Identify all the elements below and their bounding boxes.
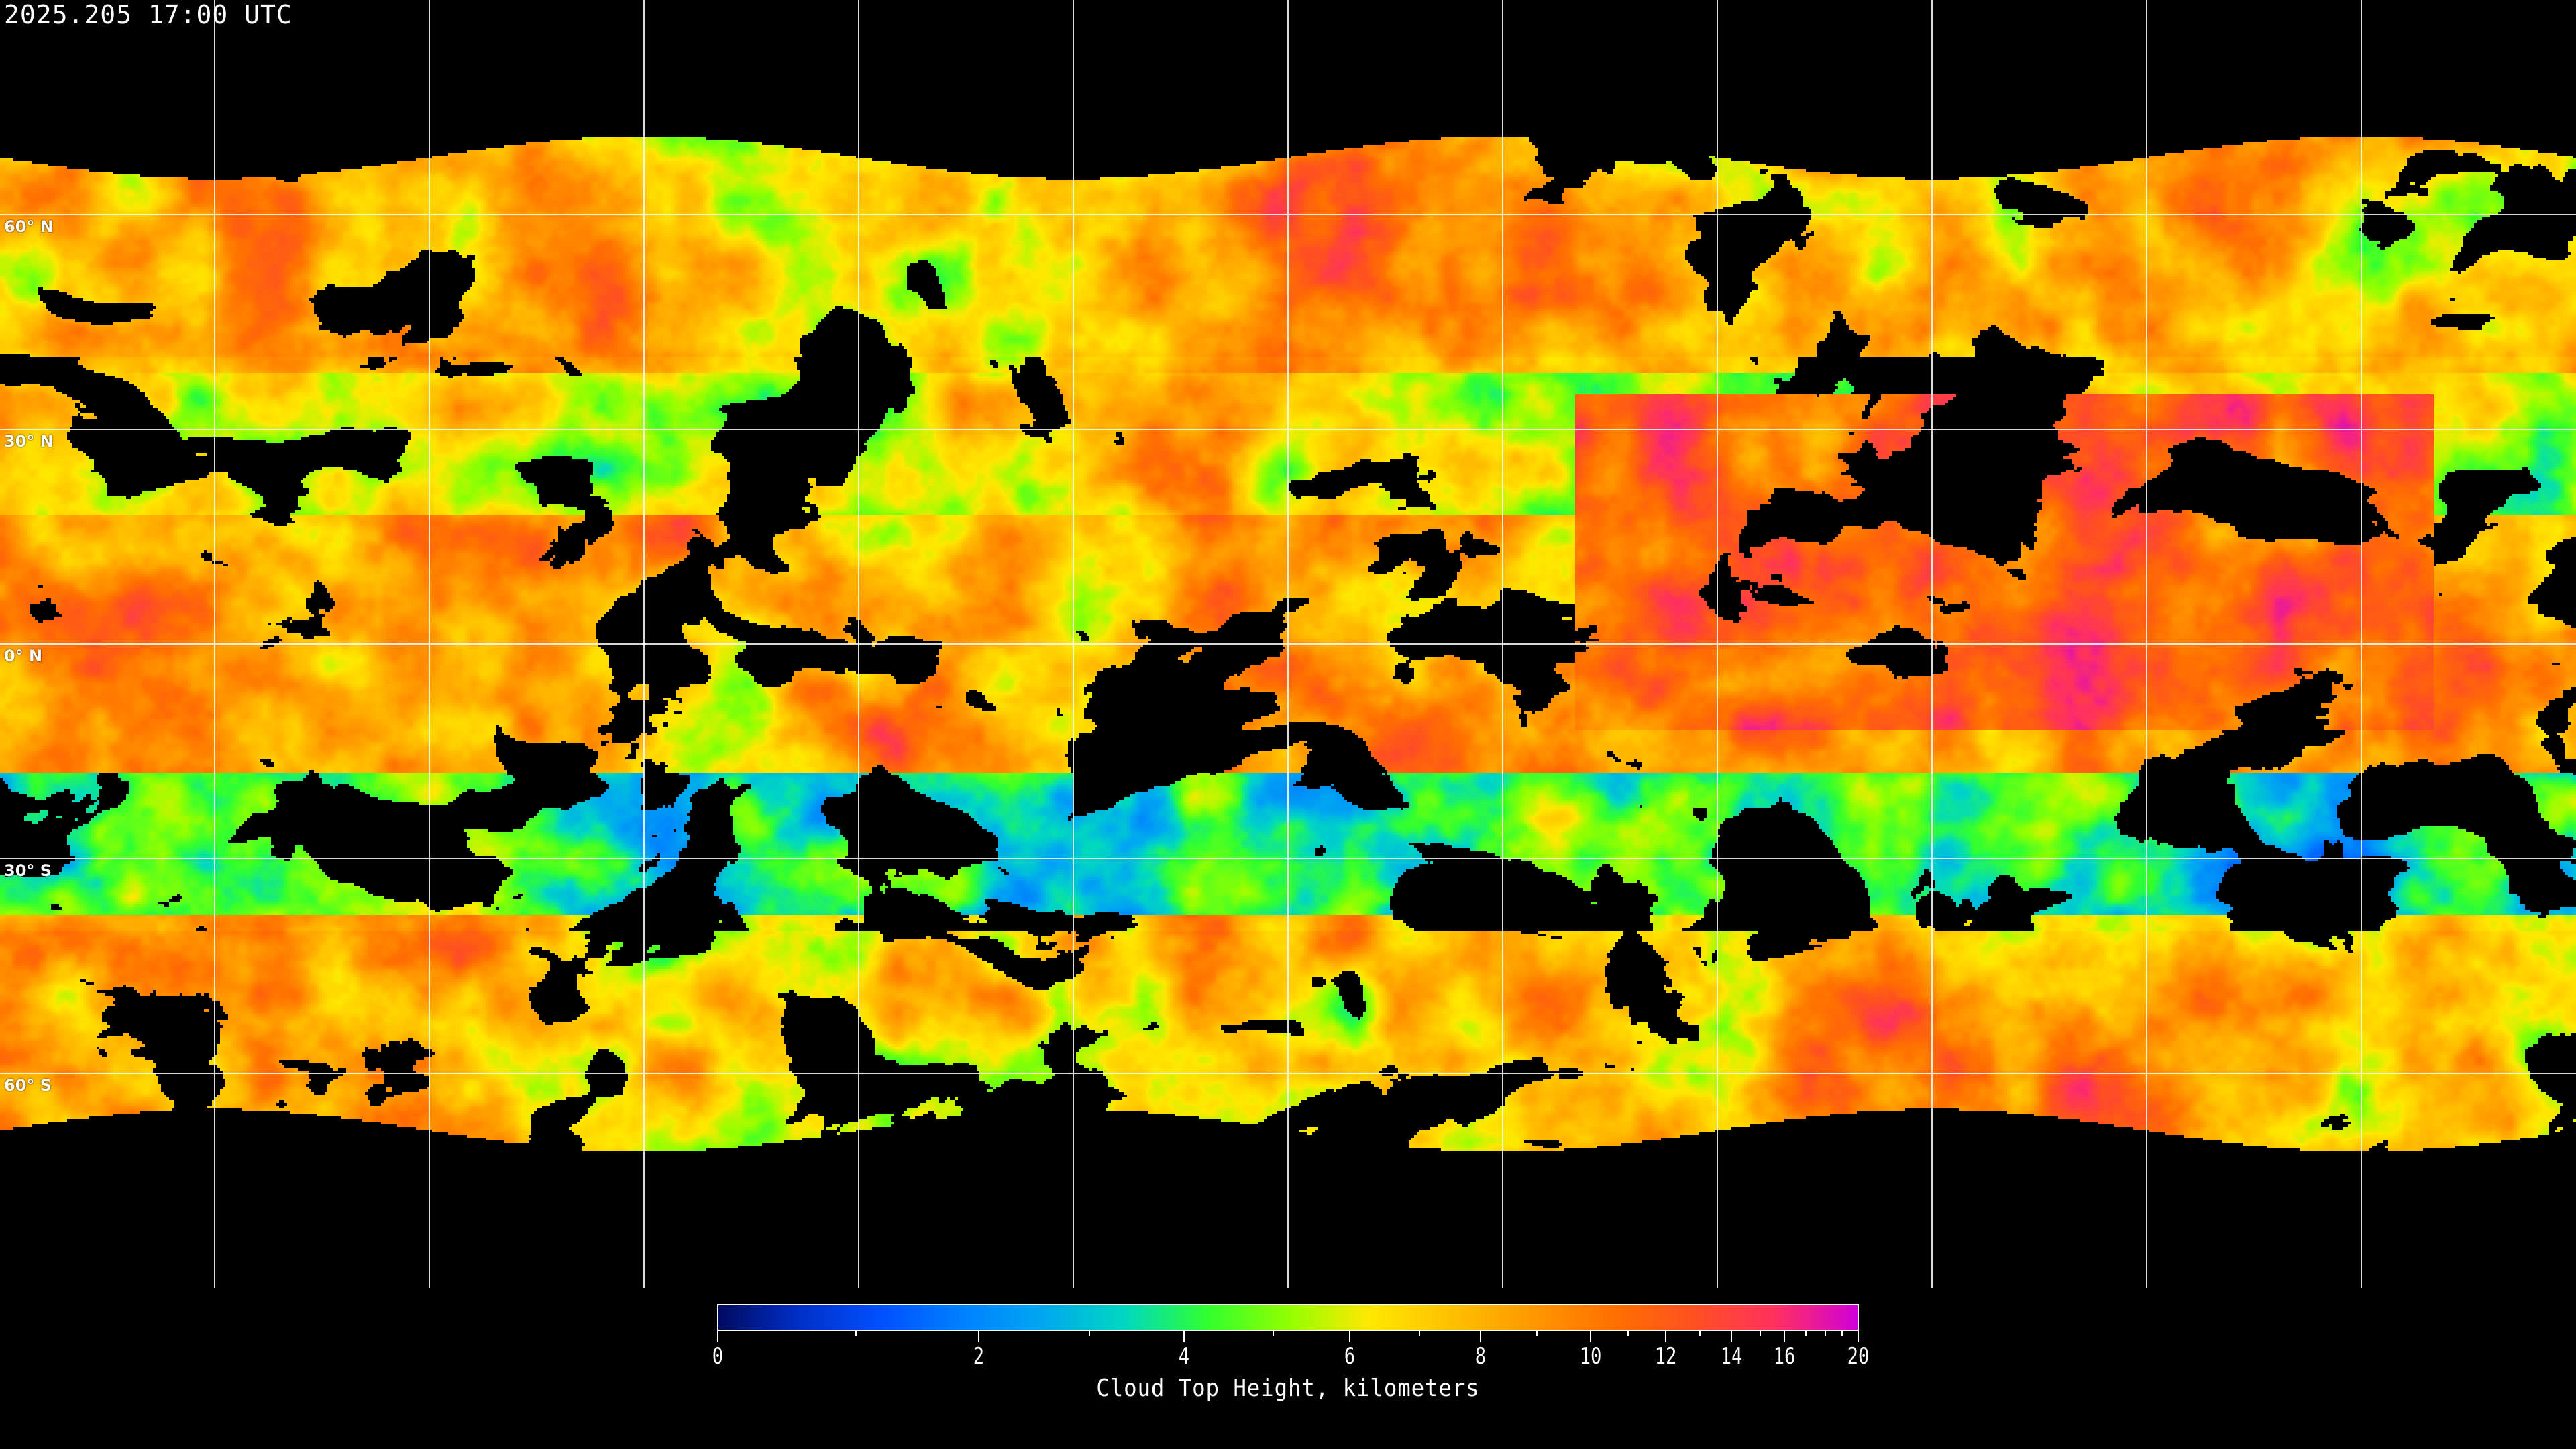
colorbar-minor-tick xyxy=(1089,1331,1091,1336)
colorbar-major-tick xyxy=(1858,1331,1859,1342)
colorbar-minor-tick xyxy=(1418,1331,1420,1336)
latitude-label: 0° N xyxy=(4,647,43,665)
colorbar-major-tick xyxy=(1731,1331,1733,1342)
colorbar-major-tick xyxy=(717,1331,718,1342)
colorbar-axis: 0 2 4 6 8 10 12 14 16 20 xyxy=(712,1331,1869,1371)
colorbar-tick-label: 16 xyxy=(1773,1343,1795,1370)
parallel-line xyxy=(0,1073,2576,1074)
parallel-line xyxy=(0,429,2576,430)
colorbar-minor-tick xyxy=(855,1331,857,1336)
cloud-top-height-map: 60° N 30° N 0° N 30° S 60° S xyxy=(0,0,2576,1288)
colorbar-tick-label: 12 xyxy=(1654,1343,1677,1370)
colorbar-major-tick xyxy=(1348,1331,1350,1342)
colorbar-tick-label: 10 xyxy=(1579,1343,1601,1370)
colorbar-major-tick xyxy=(1664,1331,1666,1342)
colorbar-label: Cloud Top Height, kilometers xyxy=(1096,1375,1480,1402)
colorbar-major-tick xyxy=(1589,1331,1591,1342)
colorbar-tick-label: 4 xyxy=(1179,1343,1190,1370)
latitude-label: 30° S xyxy=(4,861,52,880)
timestamp-title: 2025.205 17:00 UTC xyxy=(4,0,292,30)
colorbar-minor-tick xyxy=(1272,1331,1274,1336)
colorbar-tick-label: 6 xyxy=(1344,1343,1355,1370)
parallel-line xyxy=(0,214,2576,215)
colorbar-tick-label: 2 xyxy=(973,1343,985,1370)
colorbar-minor-tick xyxy=(1841,1331,1843,1336)
colorbar-major-tick xyxy=(1183,1331,1185,1342)
colorbar-minor-tick xyxy=(1627,1331,1629,1336)
colorbar-tick-label: 14 xyxy=(1720,1343,1743,1370)
latitude-label: 60° N xyxy=(4,217,54,236)
latitude-label: 60° S xyxy=(4,1076,52,1095)
parallel-line xyxy=(0,643,2576,645)
colorbar-minor-tick xyxy=(1759,1331,1761,1336)
latitude-label: 30° N xyxy=(4,432,54,451)
colorbar-minor-tick xyxy=(1805,1331,1807,1336)
colorbar-tick-label: 20 xyxy=(1847,1343,1870,1370)
colorbar-tick-label: 0 xyxy=(712,1343,724,1370)
colorbar-major-tick xyxy=(1480,1331,1482,1342)
colorbar-major-tick xyxy=(978,1331,980,1342)
colorbar-tick-label: 8 xyxy=(1475,1343,1487,1370)
colorbar-major-tick xyxy=(1783,1331,1785,1342)
parallel-line xyxy=(0,858,2576,859)
colorbar-minor-tick xyxy=(1824,1331,1826,1336)
colorbar-minor-tick xyxy=(1699,1331,1701,1336)
colorbar xyxy=(717,1304,1859,1331)
colorbar-minor-tick xyxy=(1536,1331,1538,1336)
